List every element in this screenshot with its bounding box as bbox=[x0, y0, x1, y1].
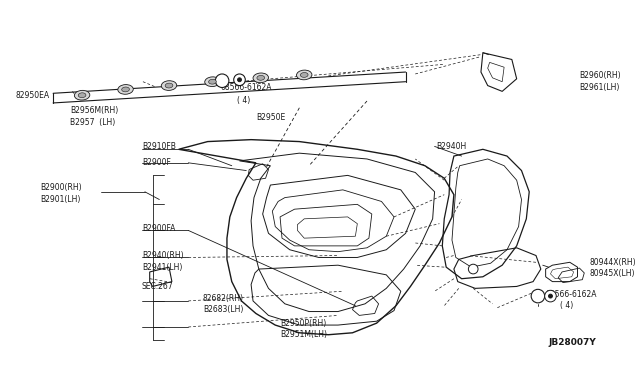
Text: SEC.267: SEC.267 bbox=[142, 282, 173, 291]
Text: B2941(LH): B2941(LH) bbox=[142, 263, 182, 272]
Text: B2940H: B2940H bbox=[436, 142, 467, 151]
Ellipse shape bbox=[74, 90, 90, 100]
Text: B2950E: B2950E bbox=[256, 113, 285, 122]
Text: B2900FA: B2900FA bbox=[142, 224, 175, 233]
Text: JB28007Y: JB28007Y bbox=[548, 338, 596, 347]
Text: B2961(LH): B2961(LH) bbox=[579, 83, 620, 92]
Ellipse shape bbox=[296, 70, 312, 80]
Text: B2960(RH): B2960(RH) bbox=[579, 71, 621, 80]
Ellipse shape bbox=[257, 76, 264, 80]
Text: ( 4): ( 4) bbox=[560, 301, 573, 310]
Text: S: S bbox=[536, 294, 540, 299]
Text: B2901(LH): B2901(LH) bbox=[40, 195, 81, 204]
Circle shape bbox=[468, 264, 478, 274]
Circle shape bbox=[234, 74, 245, 86]
Text: 82682(RH): 82682(RH) bbox=[203, 294, 244, 302]
Ellipse shape bbox=[205, 77, 220, 87]
Text: 80944X(RH): 80944X(RH) bbox=[589, 258, 636, 267]
Text: S: S bbox=[220, 78, 225, 83]
Text: B2900(RH): B2900(RH) bbox=[40, 183, 82, 192]
Text: 08566-6162A: 08566-6162A bbox=[546, 290, 597, 299]
Text: B2683(LH): B2683(LH) bbox=[203, 305, 243, 314]
Text: B2910FB: B2910FB bbox=[142, 142, 176, 151]
Text: 80945X(LH): 80945X(LH) bbox=[589, 269, 635, 278]
Ellipse shape bbox=[253, 73, 268, 83]
Circle shape bbox=[545, 290, 556, 302]
Ellipse shape bbox=[300, 73, 308, 77]
Ellipse shape bbox=[122, 87, 129, 92]
Circle shape bbox=[531, 289, 545, 303]
Circle shape bbox=[548, 294, 552, 298]
Ellipse shape bbox=[209, 79, 216, 84]
Text: B2951M(LH): B2951M(LH) bbox=[280, 330, 327, 339]
Text: B2950P(RH): B2950P(RH) bbox=[280, 319, 326, 328]
Text: B2940(RH): B2940(RH) bbox=[142, 251, 184, 260]
Ellipse shape bbox=[118, 84, 133, 94]
Text: B2956M(RH): B2956M(RH) bbox=[70, 106, 119, 115]
Circle shape bbox=[237, 78, 241, 82]
Text: 08566-6162A: 08566-6162A bbox=[220, 83, 272, 92]
Text: B2957  (LH): B2957 (LH) bbox=[70, 118, 116, 127]
Circle shape bbox=[216, 74, 229, 87]
Ellipse shape bbox=[165, 83, 173, 88]
Text: B2900F: B2900F bbox=[142, 158, 171, 167]
Ellipse shape bbox=[161, 81, 177, 90]
Ellipse shape bbox=[78, 93, 86, 97]
Text: ( 4): ( 4) bbox=[237, 96, 250, 105]
Text: 82950EA: 82950EA bbox=[15, 91, 49, 100]
